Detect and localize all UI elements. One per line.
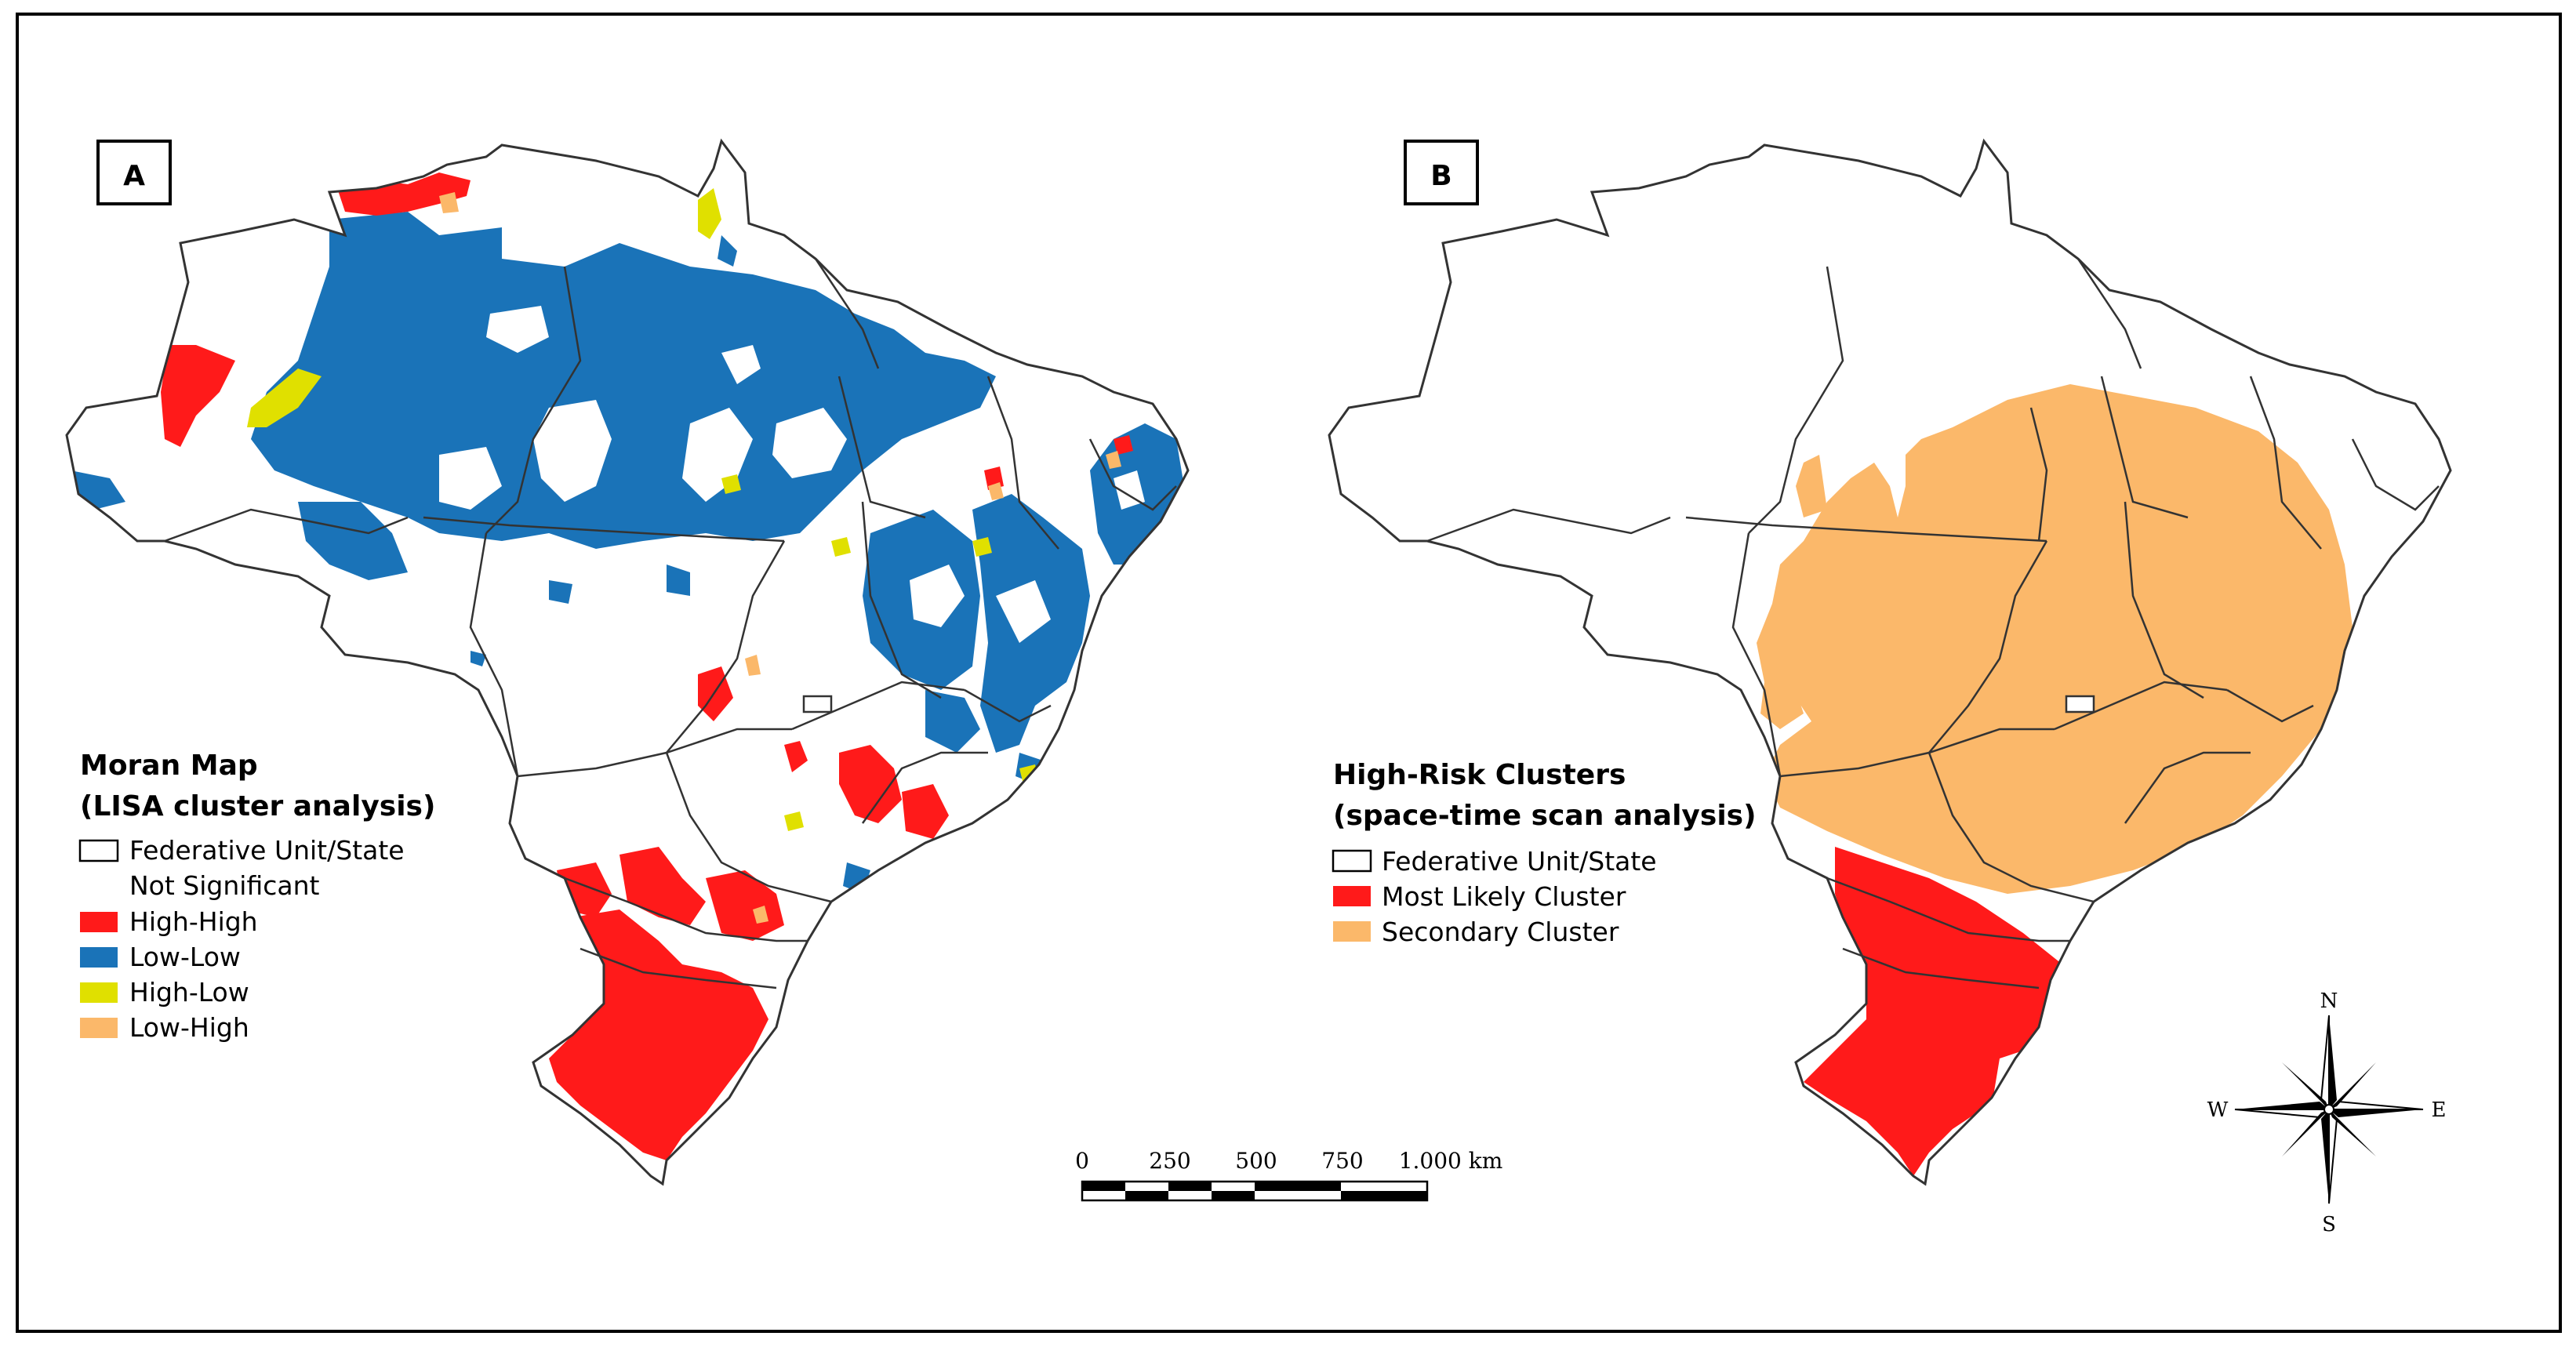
legend-b-label-secondary: Secondary Cluster — [1382, 917, 1619, 947]
compass-e: E — [2432, 1098, 2447, 1122]
legend-a-swatch-low-low — [80, 947, 118, 968]
panel-a-label-text: A — [123, 160, 145, 192]
not-significant-holes — [251, 274, 1145, 643]
legend-a-swatch-high-high — [80, 912, 118, 932]
legend-b-label-most-likely: Most Likely Cluster — [1382, 881, 1626, 912]
legend-a-label-not-significant: Not Significant — [129, 870, 320, 901]
legend-a-title-line2: (LISA cluster analysis) — [80, 790, 435, 822]
panel-b-label: B — [1404, 140, 1479, 205]
legend-b-title-line1: High-Risk Clusters — [1333, 759, 1626, 791]
scale-tick-750: 750 — [1321, 1148, 1363, 1174]
legend-b-label-state: Federative Unit/State — [1382, 846, 1657, 877]
compass-w: W — [2207, 1098, 2229, 1122]
compass-n: N — [2320, 989, 2338, 1013]
high-low-regions — [247, 188, 1039, 831]
legend-b-swatch-secondary — [1333, 921, 1371, 942]
scale-tick-1000: 1.000 km — [1399, 1148, 1503, 1174]
low-high-regions — [439, 192, 1121, 924]
legend-a-swatch-state — [78, 839, 119, 862]
legend-a-label-low-high: Low-High — [129, 1012, 249, 1043]
most-likely-cluster-region — [1804, 847, 2086, 1176]
legend-a: Moran Map (LISA cluster analysis) Federa… — [78, 750, 435, 1043]
legend-a-label-high-high: High-High — [129, 906, 258, 937]
scale-bar: 0 250 500 750 1.000 km — [1075, 1148, 1503, 1202]
legend-a-label-state: Federative Unit/State — [129, 835, 405, 866]
panel-a-label: A — [96, 140, 172, 205]
scale-tick-250: 250 — [1149, 1148, 1190, 1174]
legend-b-title-line2: (space-time scan analysis) — [1333, 800, 1757, 832]
legend-a-label-high-low: High-Low — [129, 977, 249, 1008]
compass-rose: N S E W — [2207, 989, 2447, 1236]
legend-a-swatch-high-low — [80, 982, 118, 1003]
panel-b-label-text: B — [1430, 160, 1451, 192]
legend-a-swatch-low-high — [80, 1018, 118, 1038]
legend-b-swatch-state — [1332, 849, 1372, 873]
legend-a-label-low-low: Low-Low — [129, 942, 241, 972]
state-borders-a — [164, 258, 1177, 989]
compass-s: S — [2322, 1213, 2336, 1236]
secondary-cluster-region — [1757, 384, 2353, 894]
legend-b-swatch-most-likely — [1333, 886, 1371, 906]
legend-a-title-line1: Moran Map — [80, 750, 258, 782]
scale-tick-500: 500 — [1235, 1148, 1277, 1174]
state-borders-b — [1426, 258, 2440, 989]
scale-tick-0: 0 — [1075, 1148, 1089, 1174]
legend-b: High-Risk Clusters (space-time scan anal… — [1332, 759, 1757, 947]
